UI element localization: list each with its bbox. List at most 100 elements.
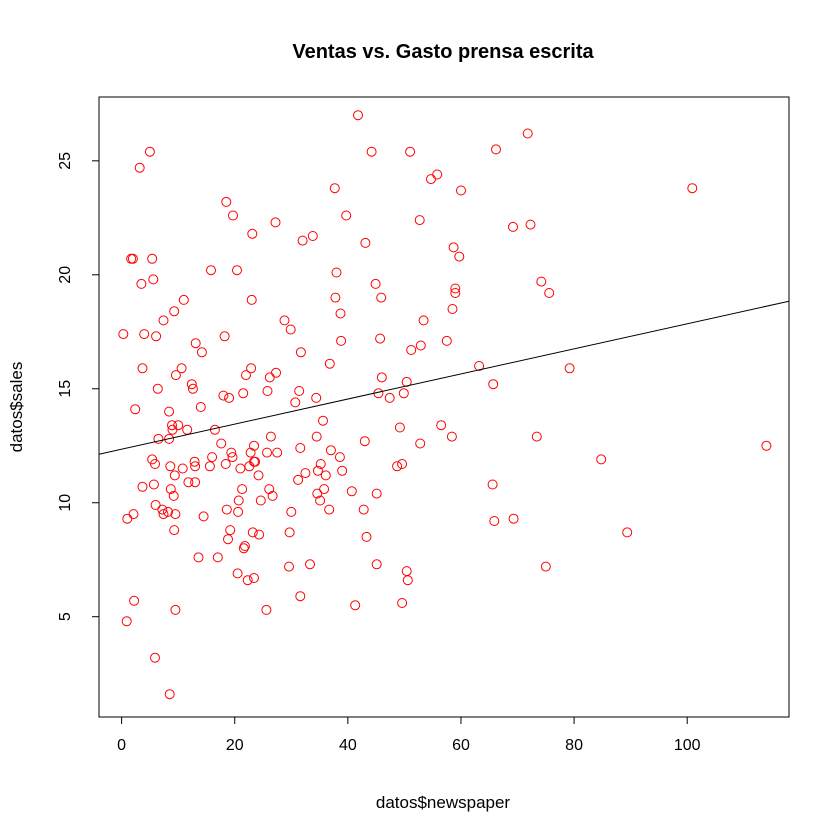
data-point [198, 511, 209, 522]
data-point [232, 568, 243, 579]
data-point [406, 345, 417, 355]
data-point [312, 488, 323, 499]
data-point [366, 146, 377, 157]
data-point [178, 294, 189, 305]
data-point [311, 431, 322, 442]
data-point [398, 388, 409, 399]
data-point [264, 372, 275, 383]
y-axis: 5 10 15 20 25 [57, 152, 100, 621]
data-point [336, 335, 347, 346]
data-point [376, 292, 387, 303]
data-point [218, 390, 229, 401]
data-point [324, 504, 335, 515]
data-point [371, 488, 382, 499]
data-point [295, 347, 306, 358]
data-point [295, 591, 306, 602]
data-point [255, 495, 266, 506]
data-point [207, 452, 218, 463]
data-point [622, 527, 633, 538]
data-point [454, 251, 465, 262]
data-point [169, 470, 180, 481]
data-point [267, 490, 278, 501]
data-point [330, 292, 341, 303]
x-tick-label: 0 [117, 737, 126, 754]
data-point [250, 456, 261, 467]
x-tick-label: 100 [674, 737, 701, 754]
data-point [456, 185, 466, 196]
data-point [186, 379, 197, 390]
data-point [130, 404, 141, 415]
data-point [153, 433, 164, 444]
data-point [195, 402, 206, 412]
data-point [170, 604, 181, 615]
data-point [150, 652, 160, 663]
data-point [544, 288, 555, 298]
data-point [319, 484, 330, 495]
data-point [118, 329, 129, 340]
data-point [163, 506, 173, 517]
data-point [182, 424, 193, 435]
data-point [284, 561, 294, 572]
data-point [209, 424, 220, 435]
data-point [187, 383, 198, 394]
data-point [221, 196, 232, 207]
x-axis-title: datos$newspaper [376, 793, 511, 812]
data-point [508, 221, 518, 232]
data-point [247, 228, 258, 239]
data-point [239, 541, 250, 551]
data-point [290, 397, 301, 408]
data-point [540, 561, 551, 572]
data-point [397, 598, 408, 608]
data-point [324, 358, 335, 369]
data-point [164, 406, 175, 417]
data-point [536, 276, 547, 287]
data-point [241, 370, 251, 381]
data-point [264, 484, 275, 495]
data-point [271, 367, 281, 378]
data-point [426, 174, 436, 185]
data-point [315, 495, 326, 506]
data-point [329, 183, 340, 194]
data-point [293, 474, 304, 485]
data-point [375, 333, 386, 344]
data-point [246, 294, 257, 305]
y-tick-label: 10 [57, 494, 74, 512]
data-point [418, 315, 429, 326]
data-point [150, 459, 160, 469]
data-point [164, 689, 175, 700]
data-point [262, 386, 273, 396]
data-point [448, 242, 459, 253]
data-point [522, 128, 533, 139]
data-point [129, 595, 140, 606]
data-point [165, 484, 176, 495]
data-point [158, 509, 169, 520]
data-point [341, 210, 352, 221]
data-point [315, 459, 326, 469]
data-point [137, 481, 148, 492]
data-point [134, 162, 145, 173]
data-point [305, 559, 315, 570]
data-point [415, 340, 426, 351]
plot-border [98, 96, 790, 718]
data-point [233, 506, 244, 517]
data-point [190, 338, 201, 349]
data-point [279, 315, 290, 326]
data-point [144, 146, 155, 157]
data-point [312, 465, 323, 476]
data-point [176, 363, 187, 374]
data-point [165, 461, 176, 472]
x-tick-label: 40 [339, 737, 357, 754]
data-point [235, 463, 246, 474]
data-point [220, 459, 231, 469]
data-point [204, 461, 215, 472]
data-point [361, 531, 372, 542]
data-point [402, 575, 413, 586]
data-point [596, 454, 607, 465]
data-point [397, 459, 408, 469]
data-point [173, 420, 184, 431]
data-point [167, 420, 177, 431]
data-point [346, 486, 357, 497]
x-tick-label: 60 [452, 737, 470, 754]
x-tick-label: 20 [226, 737, 244, 754]
